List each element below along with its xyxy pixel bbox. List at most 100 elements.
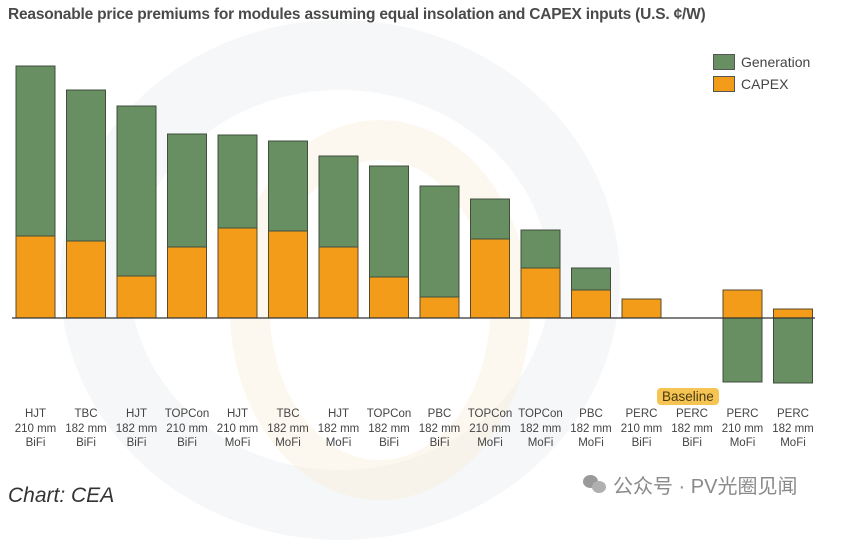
category-label-line: TOPCon (467, 408, 513, 420)
bar-capex (318, 246, 359, 319)
category-label-line: MoFi (275, 437, 301, 449)
category-label-line: PERC (625, 408, 658, 420)
category-label-line: TBC (74, 408, 98, 420)
category-label: TBC 182 mm MoFi (262, 407, 314, 451)
bar-generation (116, 105, 157, 277)
category-label-line: MoFi (729, 437, 756, 449)
category-label-line: HJT (125, 408, 148, 420)
category-label: TOPCon 182 mm BiFi (363, 407, 415, 451)
bar-capex (369, 276, 409, 319)
category-label: PERC 182 mm MoFi (767, 407, 819, 451)
category-label-line: 182 mm (418, 422, 461, 435)
category-label-line: PERC (676, 408, 708, 420)
source-caption: Chart: CEA (8, 484, 115, 507)
legend-item-generation: Generation (713, 51, 810, 73)
category-label-line: 182 mm (570, 422, 612, 435)
bar-generation (318, 155, 359, 248)
bar-capex (722, 289, 763, 319)
category-label: PBC 182 mm BiFi (414, 407, 466, 451)
wechat-account-name: 公众号 · PV光圈见闻 (613, 476, 798, 498)
bar-capex (520, 267, 561, 319)
category-label: TOPCon 210 mm MoFi (464, 407, 516, 451)
bar-capex (167, 246, 207, 319)
category-label-line: MoFi (780, 437, 806, 449)
category-label-line: PBC (427, 408, 452, 420)
category-label: HJT 210 mm BiFi (10, 407, 62, 451)
bar-capex (621, 298, 662, 319)
bar-generation (268, 140, 308, 232)
baseline-annotation: Baseline (657, 388, 719, 405)
category-label-line: PBC (579, 408, 603, 420)
category-label-line: 210 mm (721, 422, 764, 435)
category-label-line: 182 mm (671, 422, 713, 435)
category-label: TBC 182 mm BiFi (60, 407, 112, 451)
wechat-icon (583, 474, 607, 495)
bar-generation (66, 89, 106, 242)
wechat-watermark: 公众号 · PV光圈见闻 (583, 470, 797, 499)
category-label-line: BiFi (429, 437, 450, 449)
category-label-line: MoFi (477, 437, 503, 449)
bar-capex (419, 296, 460, 319)
category-label-line: 210 mm (166, 422, 208, 435)
bar-capex (15, 235, 56, 319)
category-label: TOPCon 210 mm BiFi (161, 407, 213, 451)
category-label: TOPCon 182 mm MoFi (515, 407, 567, 451)
category-label-line: BiFi (25, 437, 46, 449)
chart-title: Reasonable price premiums for modules as… (8, 6, 706, 23)
category-label: PERC 210 mm BiFi (616, 407, 668, 451)
category-label-line: 182 mm (519, 422, 562, 435)
category-label-line: HJT (24, 408, 47, 420)
category-label: HJT 210 mm MoFi (212, 407, 264, 451)
category-label-line: 210 mm (469, 422, 511, 435)
category-label-line: PERC (726, 408, 759, 420)
bar-generation (217, 134, 258, 229)
bar-capex (116, 275, 157, 319)
bar-chart (12, 65, 815, 384)
category-label-line: 182 mm (267, 422, 309, 435)
bar-generation (369, 165, 409, 278)
bar-generation (15, 65, 56, 237)
bar-capex (470, 238, 510, 319)
bar-capex (268, 230, 308, 319)
category-label-line: 182 mm (65, 422, 107, 435)
category-label-line: 182 mm (368, 422, 410, 435)
category-label: HJT 182 mm MoFi (313, 407, 365, 451)
category-label-line: 182 mm (115, 422, 158, 435)
legend-label-generation: Generation (741, 54, 811, 70)
category-label-line: TBC (276, 408, 300, 420)
category-label-line: MoFi (527, 437, 554, 449)
category-label: PERC 182 mm BiFi (666, 407, 718, 451)
legend-label-capex: CAPEX (741, 76, 789, 92)
category-label-line: TOPCon (518, 408, 563, 420)
category-label-line: TOPCon (366, 408, 412, 420)
bar-generation (167, 133, 207, 248)
category-label-line: BiFi (177, 437, 197, 449)
bar-generation (773, 317, 813, 384)
category-label-line: TOPCon (164, 408, 210, 420)
category-label-line: 210 mm (620, 422, 663, 435)
bar-generation (470, 198, 510, 240)
category-label-line: BiFi (76, 437, 96, 449)
bar-generation (722, 317, 763, 383)
bar-capex (66, 240, 106, 319)
category-label-line: HJT (327, 408, 350, 420)
legend: Generation CAPEX (713, 51, 810, 95)
category-label-line: HJT (226, 408, 249, 420)
category-label-line: 210 mm (14, 422, 57, 435)
bar-generation (520, 229, 561, 269)
category-label-line: 210 mm (216, 422, 259, 435)
bar-capex (571, 289, 611, 319)
category-label-line: 182 mm (317, 422, 360, 435)
category-label-line: BiFi (631, 437, 652, 449)
bar-generation (419, 185, 460, 298)
legend-swatch-generation (713, 54, 735, 70)
bar-generation (571, 267, 611, 291)
category-label-line: MoFi (578, 437, 604, 449)
category-label-line: PERC (777, 408, 809, 420)
bar-capex (773, 308, 813, 319)
category-label: HJT 182 mm BiFi (111, 407, 163, 451)
category-label-line: BiFi (126, 437, 147, 449)
category-label-line: 182 mm (772, 422, 814, 435)
category-label-line: MoFi (325, 437, 352, 449)
category-label: PBC 182 mm MoFi (565, 407, 617, 451)
